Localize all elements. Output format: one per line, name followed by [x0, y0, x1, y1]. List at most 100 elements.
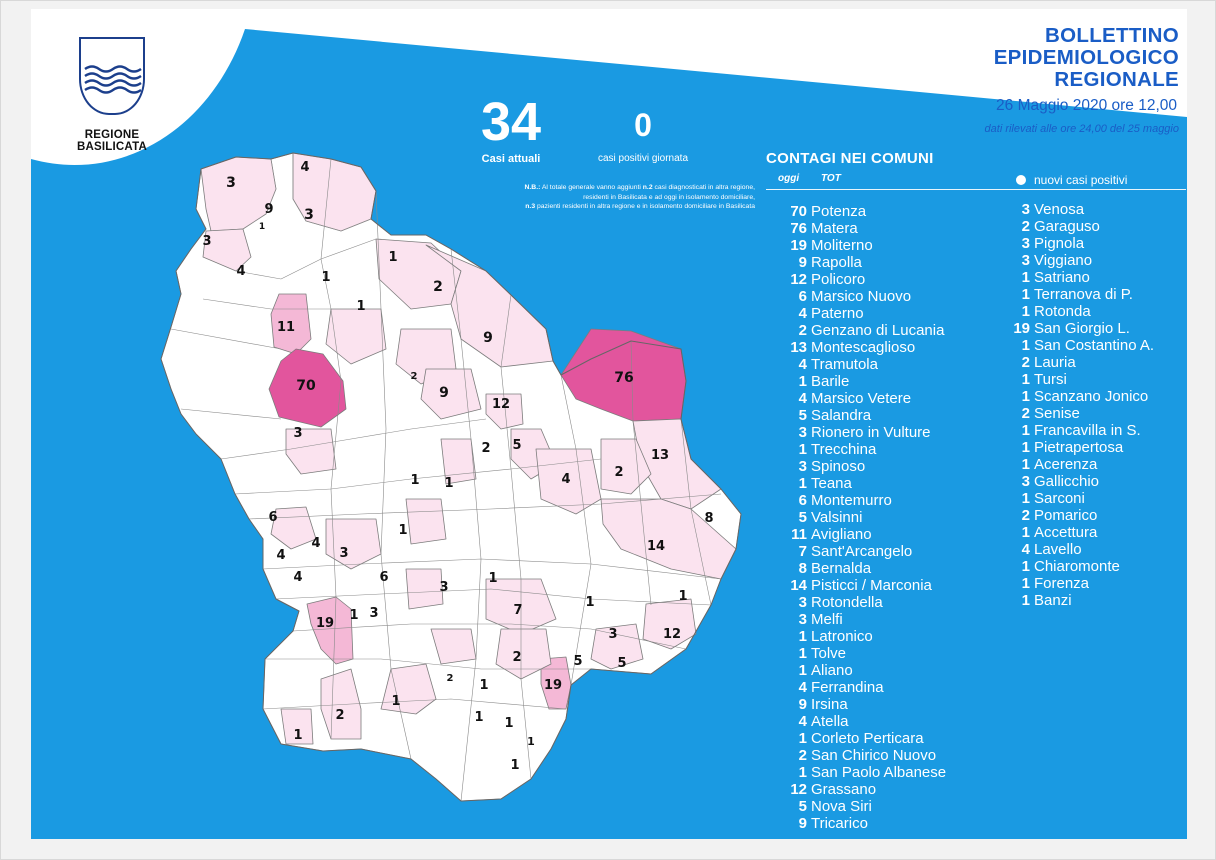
comune-area: [440, 438, 477, 485]
comune-count: 6: [798, 492, 807, 509]
comune-name: Melfi: [811, 611, 843, 628]
map-case-count: 19: [316, 616, 334, 631]
comune-name: Teana: [811, 475, 852, 492]
comune-count: 9: [798, 815, 807, 832]
map-case-count: 8: [704, 511, 713, 526]
map-case-count: 2: [614, 465, 623, 480]
comune-count: 1: [1021, 388, 1030, 405]
comune-count: 2: [1021, 405, 1030, 422]
map-case-count: 1: [398, 523, 407, 538]
comune-count: 1: [798, 662, 807, 679]
comune-count: 3: [1021, 252, 1030, 269]
map-case-count: 76: [614, 370, 633, 386]
map-case-count: 2: [335, 708, 344, 723]
comune-row: 4 Tramutola: [771, 356, 946, 373]
map-case-count: 5: [512, 438, 521, 453]
comune-count: 6: [798, 288, 807, 305]
map-case-count: 1: [678, 589, 687, 604]
bulletin-page: 4 3 9 1 3 3 4 1 2 1 11 1 9 70 76 2 9 12 3 2 5 13 1 1 4 2 6 1 8 4 4 3 14 6…: [31, 9, 1187, 839]
comune-border: [320, 158, 342, 740]
comune-count: 8: [798, 560, 807, 577]
comune-name: Tolve: [811, 645, 847, 662]
region-border: [160, 152, 742, 802]
map-case-count: 1: [585, 595, 594, 610]
map-case-count: 3: [439, 580, 448, 595]
comune-name: Satriano: [1034, 269, 1090, 286]
comune-border: [292, 623, 687, 650]
comune-border: [630, 340, 652, 606]
map-case-count: 3: [339, 546, 348, 561]
comune-row: 1 Latronico: [771, 628, 946, 645]
map-case-count: 1: [259, 222, 265, 232]
comune-name: Trecchina: [811, 441, 877, 458]
comune-count: 1: [1021, 337, 1030, 354]
comune-row: 13 Montescaglioso: [771, 339, 946, 356]
region-logo: REGIONE BASILICATA: [75, 37, 149, 153]
comune-row: 2 Lauria: [1006, 354, 1154, 371]
comune-area: [485, 393, 524, 430]
comune-row: 1 Tolve: [771, 645, 946, 662]
comune-count: 76: [790, 220, 807, 237]
comune-row: 1 Acerenza: [1006, 456, 1154, 473]
comune-name: Senise: [1034, 405, 1080, 422]
map-case-count: 3: [202, 234, 211, 249]
comune-row: 1 Banzi: [1006, 592, 1154, 609]
map-case-count: 1: [474, 710, 483, 725]
comune-name: Lavello: [1034, 541, 1082, 558]
comune-row: 1 Chiaromonte: [1006, 558, 1154, 575]
comune-count: 13: [790, 339, 807, 356]
comune-name: Barile: [811, 373, 850, 390]
comune-row: 9 Irsina: [771, 696, 946, 713]
comune-count: 3: [798, 458, 807, 475]
coat-of-arms-icon: [79, 37, 145, 115]
map-case-count: 4: [276, 548, 285, 563]
map-case-count: 5: [573, 654, 582, 669]
comune-area: [202, 228, 252, 272]
comune-border: [680, 418, 712, 606]
comune-border: [180, 408, 282, 420]
column-total: TOT: [821, 173, 841, 184]
comune-name: Marsico Vetere: [811, 390, 912, 407]
comune-area: [642, 598, 697, 650]
note-nb: N.B.:: [524, 184, 541, 191]
comune-border: [375, 190, 412, 760]
comune-count: 4: [798, 356, 807, 373]
comune-name: Atella: [811, 713, 849, 730]
comune-name: Pignola: [1034, 235, 1085, 252]
comune-name: Acerenza: [1034, 456, 1098, 473]
comune-count: 12: [790, 271, 807, 288]
map-case-count: 1: [391, 694, 400, 709]
data-timestamp-note: dati rilevati alle ore 24,00 del 25 magg…: [984, 123, 1179, 135]
comune-row: 4 Ferrandina: [771, 679, 946, 696]
comune-border: [560, 374, 592, 686]
comune-row: 4 Marsico Vetere: [771, 390, 946, 407]
comune-name: Valsinni: [811, 509, 863, 526]
comune-area: [535, 448, 602, 515]
map-case-count: 1: [293, 728, 302, 743]
note-text-4: pazienti residenti in altra regione e in…: [535, 203, 755, 210]
comune-border: [450, 248, 482, 802]
comune-name: Pomarico: [1034, 507, 1098, 524]
note-text-3: residenti in Basilicata e ad oggi in iso…: [583, 193, 755, 201]
notes-box: N.B.: Al totale generale vanno aggiunti …: [425, 183, 756, 212]
comune-row: 12 Grassano: [771, 781, 946, 798]
comune-count: 14: [790, 577, 807, 594]
comune-row: 1 Teana: [771, 475, 946, 492]
comune-count: 1: [1021, 456, 1030, 473]
comune-name: Sarconi: [1034, 490, 1085, 507]
comune-row: 1 Terranova di P.: [1006, 286, 1154, 303]
bulletin-title: BOLLETTINO EPIDEMIOLOGICO REGIONALE: [994, 25, 1179, 91]
comune-row: 11 Avigliano: [771, 526, 946, 543]
comune-count: 1: [798, 441, 807, 458]
map-case-count: 5: [617, 656, 626, 671]
comune-area: [280, 708, 314, 745]
comune-row: 2 Pomarico: [1006, 507, 1154, 524]
comune-name: Latronico: [811, 628, 873, 645]
comune-border: [265, 658, 591, 670]
comune-count: 2: [798, 322, 807, 339]
comune-row: 1 Corleto Perticara: [771, 730, 946, 747]
comune-area: [590, 623, 644, 670]
comune-name: Ferrandina: [811, 679, 884, 696]
comune-row: 1 Scanzano Jonico: [1006, 388, 1154, 405]
comune-count: 1: [798, 628, 807, 645]
